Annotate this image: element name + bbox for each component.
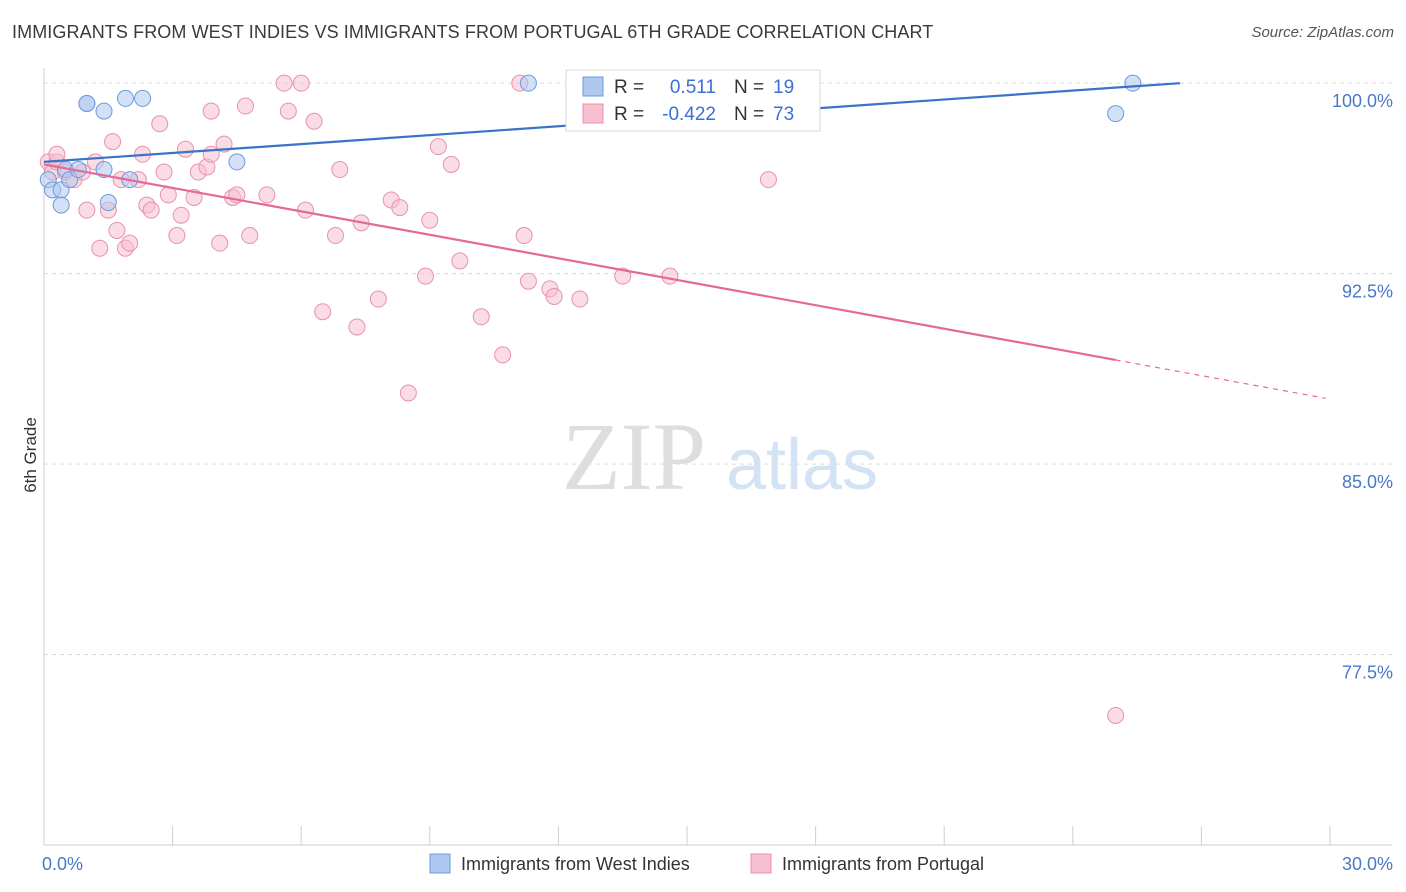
point-portugal bbox=[202, 102, 220, 120]
y-tick-label: 85.0% bbox=[1342, 472, 1393, 492]
trend-line-portugal-extension bbox=[1115, 359, 1326, 399]
y-tick-label: 92.5% bbox=[1342, 282, 1393, 302]
point-portugal bbox=[519, 272, 537, 290]
point-portugal bbox=[121, 234, 139, 252]
points-layer bbox=[39, 74, 1142, 724]
stats-r-label-blue: R = bbox=[614, 77, 644, 98]
legend-label-portugal: Immigrants from Portugal bbox=[782, 854, 984, 874]
point-portugal bbox=[331, 161, 349, 179]
point-west-indies bbox=[1107, 105, 1125, 123]
point-portugal bbox=[451, 252, 469, 270]
watermark-zip: ZIP bbox=[562, 403, 706, 510]
point-portugal bbox=[275, 74, 293, 92]
x-tick-label: 30.0% bbox=[1342, 854, 1393, 874]
chart-title: IMMIGRANTS FROM WEST INDIES VS IMMIGRANT… bbox=[12, 22, 934, 42]
point-portugal bbox=[236, 97, 254, 115]
point-portugal bbox=[421, 211, 439, 229]
point-portugal bbox=[442, 155, 460, 173]
point-portugal bbox=[545, 287, 563, 305]
point-portugal bbox=[292, 74, 310, 92]
point-portugal bbox=[571, 290, 589, 308]
point-portugal bbox=[391, 199, 409, 217]
point-portugal bbox=[258, 186, 276, 204]
point-west-indies bbox=[78, 94, 96, 112]
point-west-indies bbox=[52, 196, 70, 214]
point-portugal bbox=[142, 201, 160, 219]
stats-n-label-blue: N = bbox=[734, 77, 764, 98]
trend-line-portugal bbox=[43, 163, 1116, 362]
point-portugal bbox=[515, 227, 533, 245]
point-portugal bbox=[494, 346, 512, 364]
point-portugal bbox=[399, 384, 417, 402]
stats-n-value-pink: 73 bbox=[773, 104, 794, 125]
point-west-indies bbox=[95, 161, 113, 179]
point-west-indies bbox=[134, 89, 152, 107]
point-portugal bbox=[202, 145, 220, 163]
point-west-indies bbox=[519, 74, 537, 92]
stats-n-value-blue: 19 bbox=[773, 77, 794, 98]
stats-swatch-blue bbox=[582, 76, 604, 97]
point-portugal bbox=[279, 102, 297, 120]
point-portugal bbox=[1107, 706, 1125, 724]
point-portugal bbox=[48, 145, 66, 163]
point-portugal bbox=[348, 318, 366, 336]
stats-r-value-blue: 0.511 bbox=[670, 77, 716, 98]
point-west-indies bbox=[228, 153, 246, 171]
grid-layer bbox=[44, 82, 1392, 656]
point-portugal bbox=[326, 227, 344, 245]
chart-source: Source: ZipAtlas.com bbox=[1251, 24, 1394, 41]
point-portugal bbox=[211, 234, 229, 252]
point-portugal bbox=[661, 267, 679, 285]
stats-r-label-pink: R = bbox=[614, 104, 644, 125]
point-portugal bbox=[104, 133, 122, 151]
x-tick-labels: 0.0% 30.0% bbox=[42, 854, 1393, 874]
stats-swatch-pink bbox=[582, 103, 604, 124]
point-portugal bbox=[241, 227, 259, 245]
legend-swatch-west-indies bbox=[429, 853, 451, 874]
point-portugal bbox=[417, 267, 435, 285]
point-portugal bbox=[314, 303, 332, 321]
point-portugal bbox=[176, 140, 194, 158]
stats-r-value-pink: -0.422 bbox=[662, 104, 716, 125]
legend-label-west-indies: Immigrants from West Indies bbox=[461, 854, 690, 874]
point-west-indies bbox=[99, 194, 117, 212]
point-west-indies bbox=[95, 102, 113, 120]
stats-legend-box bbox=[565, 69, 821, 132]
point-portugal bbox=[108, 221, 126, 239]
y-tick-label: 77.5% bbox=[1342, 663, 1393, 683]
point-portugal bbox=[472, 308, 490, 326]
point-portugal bbox=[614, 267, 632, 285]
point-portugal bbox=[155, 163, 173, 181]
point-portugal bbox=[151, 115, 169, 133]
y-tick-label: 100.0% bbox=[1332, 91, 1393, 111]
watermark-atlas: atlas bbox=[726, 425, 878, 505]
point-portugal bbox=[172, 206, 190, 224]
point-west-indies bbox=[116, 89, 134, 107]
point-portugal bbox=[429, 138, 447, 156]
point-portugal bbox=[78, 201, 96, 219]
stats-n-label-pink: N = bbox=[734, 104, 764, 125]
bottom-legend: Immigrants from West Indies Immigrants f… bbox=[429, 853, 984, 874]
point-west-indies bbox=[1124, 74, 1142, 92]
point-portugal bbox=[168, 227, 186, 245]
point-portugal bbox=[305, 112, 323, 130]
legend-swatch-portugal bbox=[750, 853, 772, 874]
y-axis-label: 6th Grade bbox=[21, 417, 40, 493]
y-tick-labels: 100.0% 92.5% 85.0% 77.5% bbox=[1332, 91, 1393, 682]
point-portugal bbox=[759, 171, 777, 189]
point-portugal bbox=[91, 239, 109, 257]
axis-layer bbox=[43, 68, 1392, 846]
point-portugal bbox=[369, 290, 387, 308]
stats-legend: R = 0.511 N = 19 R = -0.422 N = 73 bbox=[565, 69, 821, 132]
watermark: ZIP atlas bbox=[562, 403, 878, 510]
x-tick-label: 0.0% bbox=[42, 854, 83, 874]
point-portugal bbox=[159, 186, 177, 204]
